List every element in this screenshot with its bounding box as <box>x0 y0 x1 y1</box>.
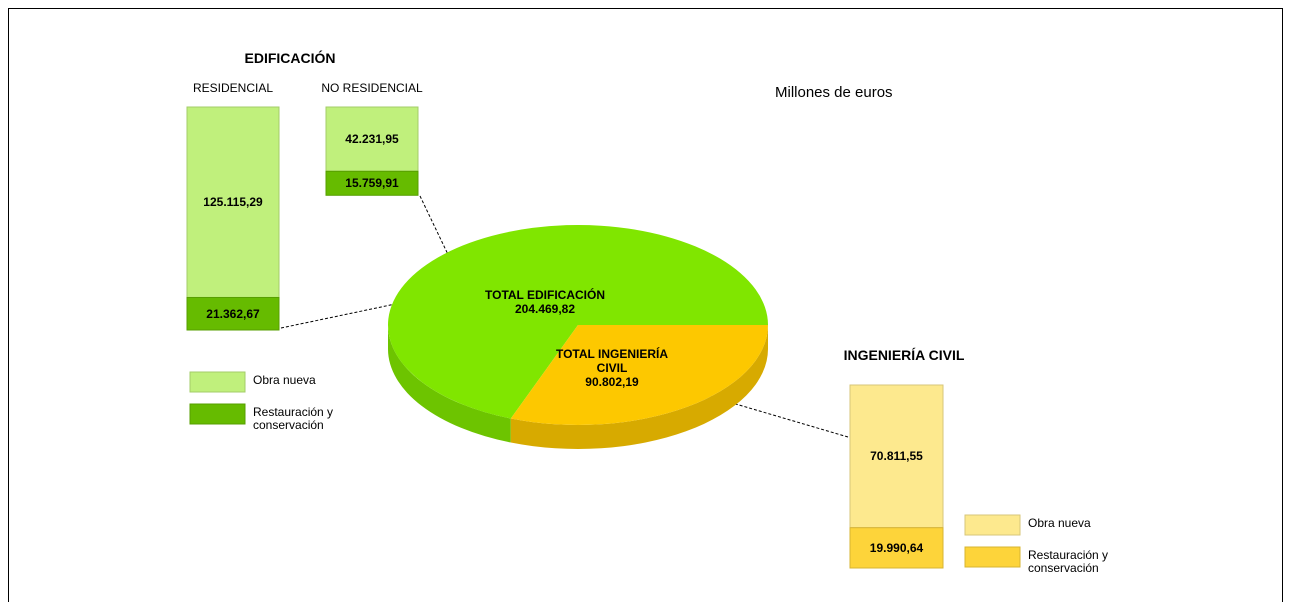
chart-title: EDIFICACIÓN <box>244 50 336 66</box>
bar-segment <box>186 296 280 331</box>
value-label: 70.811,55 <box>870 449 923 464</box>
legend-label: Restauración y conservación <box>1028 548 1109 575</box>
slice-name: TOTAL INGENIERÍA CIVIL <box>555 347 668 375</box>
slice-value: 90.802,19 <box>585 375 639 389</box>
bar-segment <box>849 527 944 569</box>
pie-side <box>510 325 768 449</box>
chart-title: INGENIERÍA CIVIL <box>843 347 965 363</box>
value-label: 21.362,67 <box>206 306 260 321</box>
leader-line <box>280 289 463 329</box>
bar-segment <box>186 106 280 298</box>
slice-name: TOTAL EDIFICACIÓN <box>485 288 605 302</box>
legend-label: Obra nueva <box>1028 516 1091 530</box>
legend-swatch <box>189 403 246 425</box>
value-label: 19.990,64 <box>869 540 924 555</box>
annotation: Millones de euros <box>775 84 893 101</box>
legend-label: Restauración y conservación <box>253 405 334 432</box>
slice-label: TOTAL INGENIERÍA CIVIL 90.802,19 <box>552 347 672 389</box>
legend-swatch <box>964 514 1021 536</box>
bar-segment <box>325 170 419 196</box>
slice-value: 204.469,82 <box>514 302 576 316</box>
legend-label: Obra nueva <box>253 373 316 387</box>
leader-line <box>687 389 849 438</box>
bar-segment <box>325 106 419 172</box>
slice-label: TOTAL EDIFICACIÓN 204.469,82 <box>435 288 655 316</box>
legend-swatch <box>189 371 246 393</box>
value-label: 15.759,91 <box>345 176 399 191</box>
category-label: RESIDENCIAL <box>192 81 274 95</box>
legend-swatch <box>964 546 1021 568</box>
pie-slice <box>510 325 768 425</box>
bar-segment <box>849 384 944 529</box>
pie-slice <box>388 225 768 419</box>
frame <box>8 8 1283 602</box>
value-label: 125.115,29 <box>203 195 263 210</box>
pie-side <box>388 325 511 443</box>
value-label: 42.231,95 <box>345 132 399 147</box>
category-label: NO RESIDENCIAL <box>321 81 423 95</box>
